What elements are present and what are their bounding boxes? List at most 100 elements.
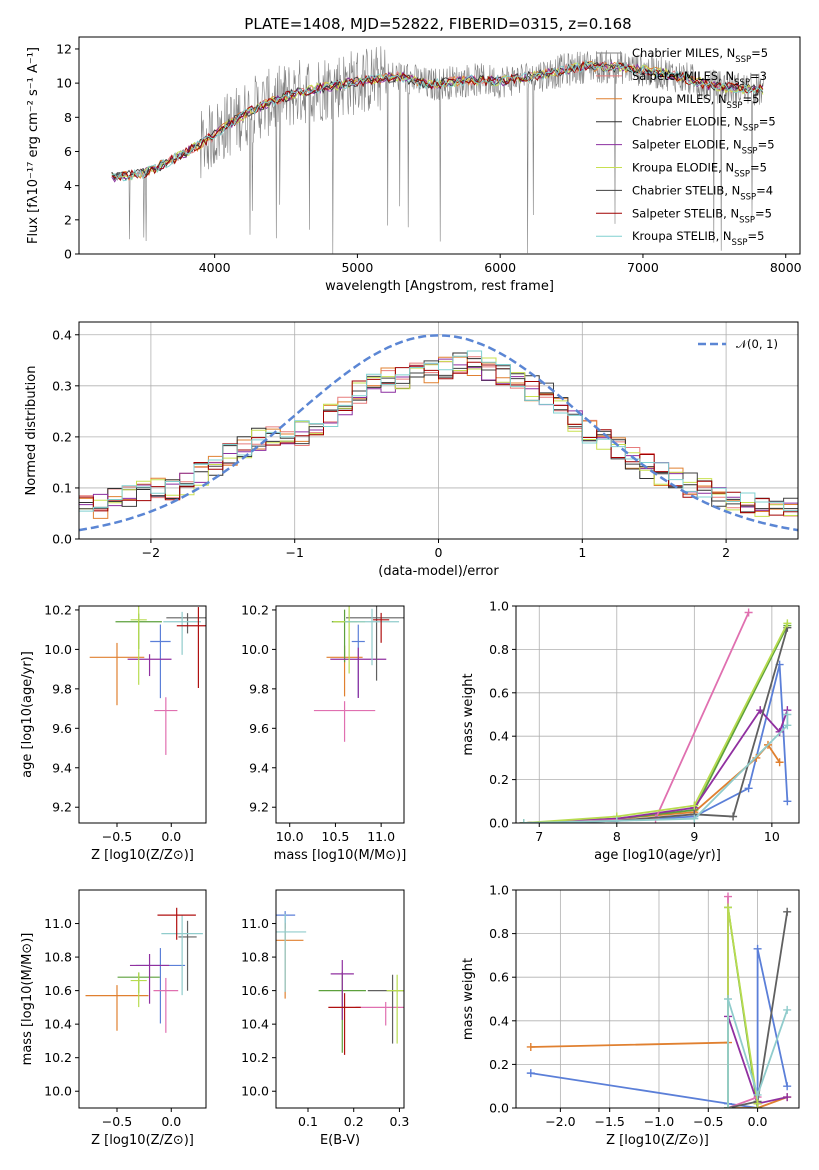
legend-label: Salpeter ELODIE, NSSP=5 <box>632 138 775 157</box>
axes-frame <box>78 889 207 1109</box>
chart-3: 10.0 10.5 11.0 9.2 9.4 9.6 9.8 10.0 10.2 mass [lo… <box>241 602 406 863</box>
weight-series <box>523 612 750 823</box>
y-axis-label: mass [log10(M/M⊙)] <box>20 933 35 1066</box>
weight-marker <box>783 1005 792 1014</box>
y-tick-label: 10 <box>56 76 72 91</box>
y-tick-label: 2 <box>64 212 72 227</box>
y-tick-label: 8 <box>64 110 72 125</box>
y-tick-label: 10.8 <box>44 950 72 965</box>
y-tick-label: 10.0 <box>44 1084 72 1099</box>
plot-area <box>89 606 206 755</box>
residual-histogram <box>79 350 798 512</box>
weight-marker <box>526 1042 535 1051</box>
x-tick-label: −0.5 <box>102 829 132 844</box>
axes-frame <box>78 321 799 540</box>
weight-marker <box>783 907 792 916</box>
x-tick-label: 0.0 <box>161 829 181 844</box>
legend-label: Kroupa MILES, NSSP=5 <box>632 92 759 111</box>
y-tick-label: 9.6 <box>249 721 269 736</box>
y-tick-label: 0 <box>64 247 72 262</box>
x-tick-label: 6000 <box>484 260 516 275</box>
x-tick-label: −1 <box>285 545 303 560</box>
x-tick-label: 4000 <box>199 260 231 275</box>
weight-marker <box>783 721 792 730</box>
chart-0: 4000 5000 6000 7000 8000 0 2 4 6 8 10 12 wavelength … <box>26 36 802 294</box>
x-tick-label: −2 <box>142 545 160 560</box>
weight-marker <box>690 801 699 810</box>
x-tick-label: −0.5 <box>102 1114 132 1129</box>
weight-marker <box>519 819 528 823</box>
chart-4: 7 8 9 10 0.0 0.2 0.4 0.6 0.8 1.0 age [log10(age/yr… <box>461 599 800 863</box>
y-tick-label: 10.6 <box>44 983 72 998</box>
weight-marker <box>752 753 761 762</box>
weight-marker <box>612 816 621 823</box>
x-tick-label: 9 <box>690 829 698 844</box>
x-axis-label: E(B-V) <box>320 1133 360 1148</box>
plot-area <box>111 46 765 254</box>
y-axis-label: mass weight <box>461 673 476 755</box>
weight-marker <box>724 892 733 901</box>
x-tick-label: 1 <box>578 545 586 560</box>
x-tick-label: 8000 <box>770 260 802 275</box>
legend-label: Salpeter STELIB, NSSP=5 <box>632 206 772 225</box>
y-tick-label: 0.2 <box>489 1057 509 1072</box>
weight-marker <box>775 758 784 767</box>
weight-marker <box>744 608 753 617</box>
plot-area <box>313 606 404 742</box>
y-tick-label: 10.6 <box>241 983 269 998</box>
weight-marker <box>783 710 792 719</box>
y-tick-label: 10.2 <box>241 602 269 617</box>
weight-marker <box>690 814 699 823</box>
x-axis-label: age [log10(age/yr)] <box>594 848 721 863</box>
y-tick-label: 9.4 <box>249 760 269 775</box>
weight-marker <box>724 995 733 1003</box>
y-tick-label: 1.0 <box>489 599 509 614</box>
x-axis-label: (data-model)/error <box>378 564 499 579</box>
chart-2: −0.5 0.0 9.2 9.4 9.6 9.8 10.0 10.2 Z [log10(Z/Z⊙… <box>20 602 207 863</box>
y-tick-label: 10.8 <box>241 950 269 965</box>
y-tick-label: 11.0 <box>241 916 269 931</box>
spectrum-model <box>111 61 764 181</box>
x-tick-label: 11.0 <box>367 829 395 844</box>
y-tick-label: 6 <box>64 144 72 159</box>
axes-frame <box>275 605 405 824</box>
weight-series <box>530 1041 788 1108</box>
weight-marker <box>783 797 792 806</box>
y-tick-label: 9.8 <box>249 681 269 696</box>
y-tick-label: 10.4 <box>44 1017 72 1032</box>
y-tick-label: 0.6 <box>489 685 509 700</box>
y-axis-label: Flux [fλ10⁻¹⁷ erg cm⁻² s⁻¹ A⁻¹] <box>26 47 41 244</box>
y-tick-label: 0.6 <box>489 970 509 985</box>
weight-marker <box>753 1090 762 1099</box>
plot-area <box>79 322 798 539</box>
weight-marker <box>744 784 753 793</box>
x-axis-label: Z [log10(Z/Z⊙)] <box>606 1133 709 1148</box>
weight-marker <box>753 1099 762 1108</box>
y-tick-label: 0.4 <box>52 327 72 342</box>
x-tick-label: −1.5 <box>594 1114 624 1129</box>
legend-label: Kroupa STELIB, NSSP=5 <box>632 229 764 248</box>
axes-frame <box>515 889 800 1109</box>
chart-1: −2 −1 0 1 2 0.0 0.1 0.2 0.3 0.4 (data-model)/error… <box>24 321 799 579</box>
legend-label: Kroupa ELODIE, NSSP=5 <box>632 161 767 180</box>
weight-marker <box>775 727 784 736</box>
x-tick-label: 0.0 <box>748 1114 768 1129</box>
y-tick-label: 12 <box>56 41 72 56</box>
y-tick-label: 9.8 <box>52 681 72 696</box>
x-tick-label: 8 <box>613 829 621 844</box>
y-tick-label: 10.4 <box>241 1017 269 1032</box>
spectrum-model <box>111 60 764 181</box>
y-tick-label: 0.4 <box>489 1013 509 1028</box>
plot-area <box>516 890 799 1108</box>
weight-marker <box>783 619 792 628</box>
plot-area <box>276 911 404 1055</box>
weight-series <box>523 714 789 823</box>
x-axis-label: wavelength [Angstrom, rest frame] <box>325 279 554 294</box>
y-tick-label: 10.0 <box>241 642 269 657</box>
plot-area <box>85 907 203 1033</box>
axes-frame <box>275 889 405 1109</box>
x-axis-label: Z [log10(Z/Z⊙)] <box>91 848 194 863</box>
x-tick-label: 7000 <box>627 260 659 275</box>
y-tick-label: 10.0 <box>241 1084 269 1099</box>
y-axis-label: age [log10(age/yr)] <box>20 651 35 778</box>
